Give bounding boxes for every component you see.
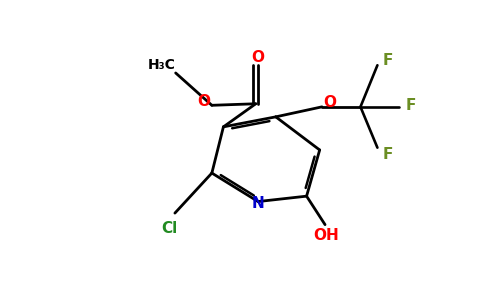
- Text: H₃C: H₃C: [148, 58, 176, 72]
- Text: O: O: [251, 50, 264, 65]
- Text: O: O: [323, 95, 336, 110]
- Text: N: N: [252, 196, 264, 211]
- Text: F: F: [383, 53, 393, 68]
- Text: Cl: Cl: [161, 221, 178, 236]
- Text: F: F: [383, 147, 393, 162]
- Text: O: O: [197, 94, 211, 109]
- Text: F: F: [405, 98, 416, 113]
- Text: OH: OH: [314, 228, 339, 243]
